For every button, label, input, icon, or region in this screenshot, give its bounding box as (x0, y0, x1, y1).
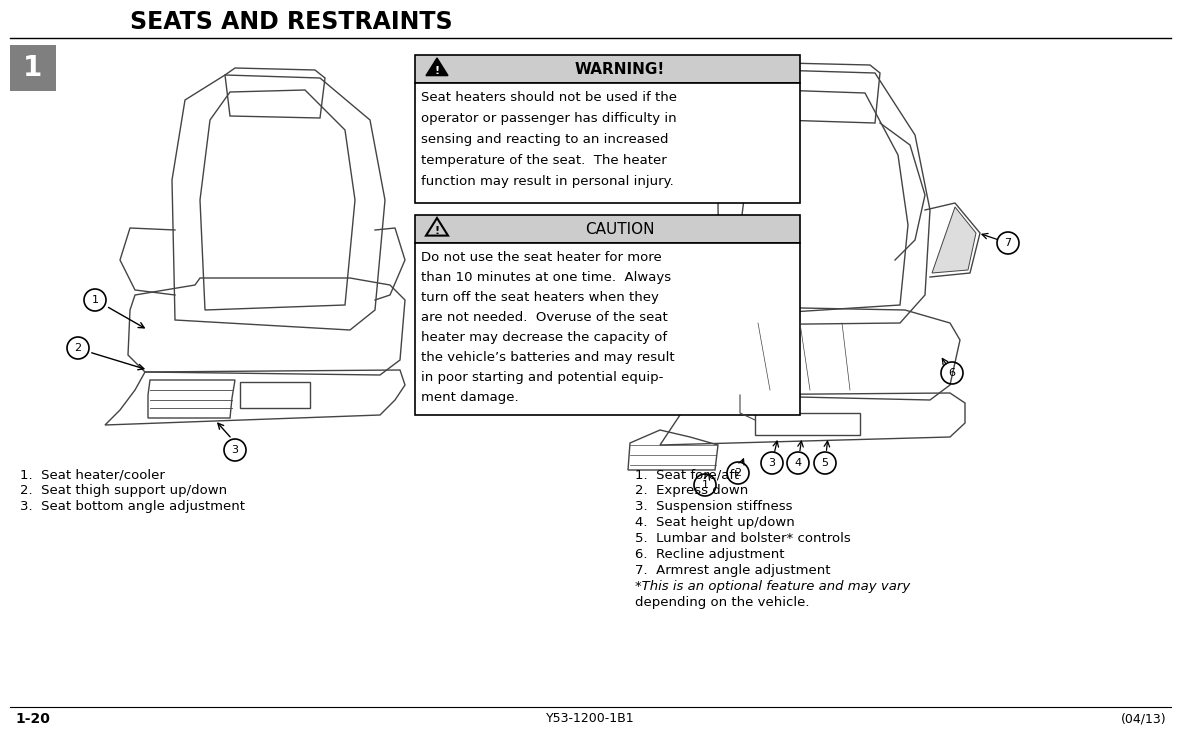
Text: are not needed.  Overuse of the seat: are not needed. Overuse of the seat (420, 311, 667, 324)
Text: Do not use the seat heater for more: Do not use the seat heater for more (420, 251, 661, 264)
Text: 1: 1 (24, 54, 43, 82)
Text: turn off the seat heaters when they: turn off the seat heaters when they (420, 291, 659, 304)
Text: !: ! (435, 66, 439, 76)
Text: 4.  Seat height up/down: 4. Seat height up/down (635, 516, 795, 529)
Text: 6.  Recline adjustment: 6. Recline adjustment (635, 548, 784, 561)
Text: 3: 3 (769, 458, 776, 468)
Text: 2.  Express down: 2. Express down (635, 484, 749, 497)
Text: 3.  Seat bottom angle adjustment: 3. Seat bottom angle adjustment (20, 500, 244, 513)
Text: Seat heaters should not be used if the: Seat heaters should not be used if the (420, 91, 677, 104)
Text: !: ! (435, 226, 439, 236)
Text: sensing and reacting to an increased: sensing and reacting to an increased (420, 133, 668, 146)
Text: 7.  Armrest angle adjustment: 7. Armrest angle adjustment (635, 564, 830, 577)
Text: 7: 7 (1004, 238, 1012, 248)
Text: 5.  Lumbar and bolster* controls: 5. Lumbar and bolster* controls (635, 532, 850, 545)
Text: temperature of the seat.  The heater: temperature of the seat. The heater (420, 154, 667, 167)
Text: 3.  Suspension stiffness: 3. Suspension stiffness (635, 500, 792, 513)
Text: *This is an optional feature and may vary: *This is an optional feature and may var… (635, 580, 911, 593)
Text: function may result in personal injury.: function may result in personal injury. (420, 175, 673, 188)
Text: CAUTION: CAUTION (585, 222, 654, 236)
Text: 1: 1 (702, 480, 709, 490)
Text: SEATS AND RESTRAINTS: SEATS AND RESTRAINTS (130, 10, 452, 34)
Text: operator or passenger has difficulty in: operator or passenger has difficulty in (420, 112, 677, 125)
Text: 2: 2 (74, 343, 81, 353)
Text: 3: 3 (231, 445, 239, 455)
Text: 1-20: 1-20 (15, 712, 50, 726)
Polygon shape (932, 207, 976, 273)
FancyBboxPatch shape (415, 83, 800, 203)
Text: the vehicle’s batteries and may result: the vehicle’s batteries and may result (420, 351, 674, 364)
FancyBboxPatch shape (9, 45, 56, 91)
Text: 6: 6 (948, 368, 955, 378)
Text: 4: 4 (795, 458, 802, 468)
Text: 2: 2 (735, 468, 742, 478)
Text: 1.  Seat fore/aft: 1. Seat fore/aft (635, 468, 739, 481)
Text: ment damage.: ment damage. (420, 391, 518, 404)
Text: heater may decrease the capacity of: heater may decrease the capacity of (420, 331, 667, 344)
Text: than 10 minutes at one time.  Always: than 10 minutes at one time. Always (420, 271, 671, 284)
Text: 2.  Seat thigh support up/down: 2. Seat thigh support up/down (20, 484, 227, 497)
Text: (04/13): (04/13) (1121, 712, 1166, 725)
Text: 1.  Seat heater/cooler: 1. Seat heater/cooler (20, 468, 165, 481)
Text: in poor starting and potential equip-: in poor starting and potential equip- (420, 371, 664, 384)
Text: Y53-1200-1B1: Y53-1200-1B1 (546, 712, 635, 725)
Text: 5: 5 (822, 458, 829, 468)
FancyBboxPatch shape (415, 215, 800, 243)
Text: depending on the vehicle.: depending on the vehicle. (635, 596, 809, 609)
Text: 1: 1 (91, 295, 98, 305)
FancyBboxPatch shape (415, 243, 800, 415)
FancyBboxPatch shape (415, 55, 800, 83)
Polygon shape (426, 58, 448, 75)
Text: WARNING!: WARNING! (574, 61, 665, 77)
